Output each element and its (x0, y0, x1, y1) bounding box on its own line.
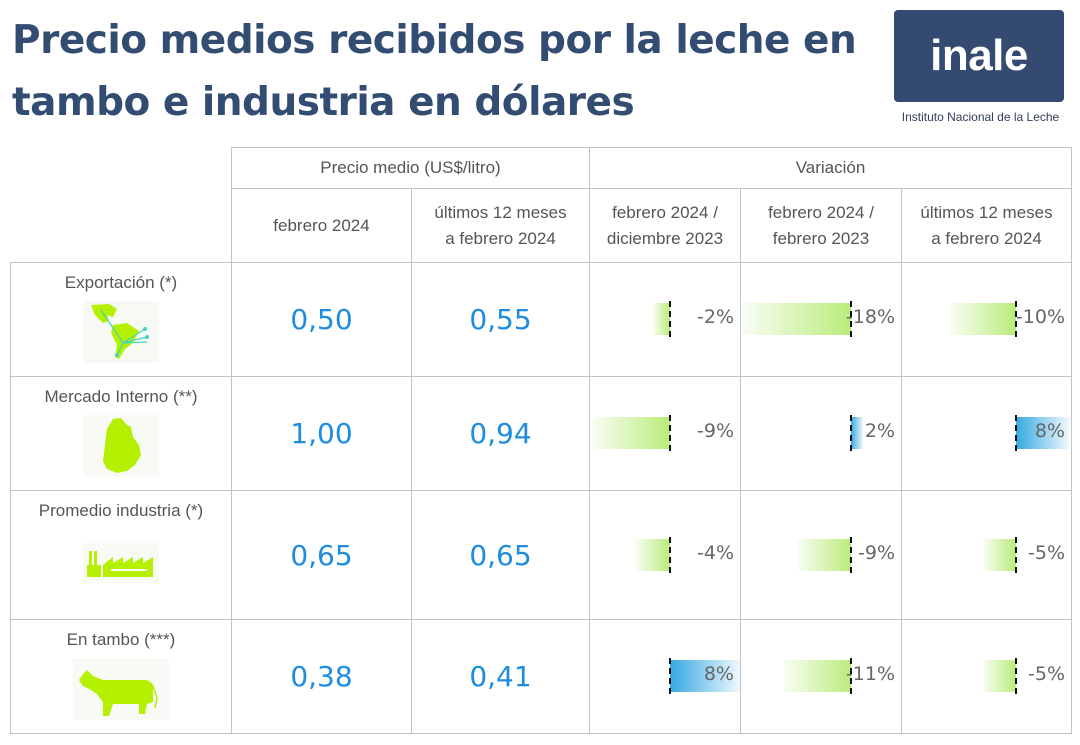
price-last-12-months: 0,55 (411, 262, 590, 377)
column-header: febrero 2024 (231, 188, 412, 263)
column-header: últimos 12 meses a febrero 2024 (901, 188, 1072, 263)
group-header-precio: Precio medio (US$/litro) (231, 147, 590, 189)
uruguay-map-icon (11, 415, 231, 477)
variation-label: 2% (864, 420, 895, 442)
variation-label: 8% (1034, 420, 1065, 442)
negative-variation-bar (742, 303, 851, 335)
negative-variation-bar (652, 303, 670, 335)
zero-axis-line (669, 415, 671, 451)
factory-icon (11, 543, 231, 583)
zero-axis-line (669, 301, 671, 337)
row-label: Promedio industria (*) (38, 501, 204, 520)
column-header-line1: febrero 2024 / (612, 202, 718, 222)
variation-label: -4% (697, 542, 734, 564)
zero-axis-line (1015, 415, 1017, 451)
americas-map-icon (11, 301, 231, 363)
price-feb-2024: 0,38 (231, 619, 412, 734)
column-header-line2: febrero 2023 (772, 228, 870, 248)
column-header: febrero 2024 / diciembre 2023 (589, 188, 741, 263)
row-label-cell: Promedio industria (*) (10, 490, 232, 620)
title-line-1: Precio medios recibidos por la leche en (12, 18, 857, 63)
variation-label: -11% (845, 663, 895, 685)
row-label-cell: Exportación (*) (10, 262, 232, 377)
column-header-line1: últimos 12 meses (434, 202, 567, 222)
price-feb-2024: 1,00 (231, 376, 412, 491)
price-last-12-months: 0,41 (411, 619, 590, 734)
column-header: últimos 12 meses a febrero 2024 (411, 188, 590, 263)
variation-label: -9% (858, 542, 895, 564)
column-header: febrero 2024 / febrero 2023 (740, 188, 902, 263)
page-title: Precio medios recibidos por la leche en … (12, 10, 882, 134)
variation-label: -10% (1015, 306, 1065, 328)
cow-icon (11, 658, 231, 720)
variation-cell (901, 619, 1072, 734)
price-last-12-months: 0,65 (411, 490, 590, 620)
positive-variation-bar (851, 417, 864, 449)
variation-label: -5% (1028, 663, 1065, 685)
zero-axis-line (1015, 301, 1017, 337)
zero-axis-line (850, 658, 852, 694)
variation-label: -5% (1028, 542, 1065, 564)
negative-variation-bar (591, 417, 670, 449)
column-header-line1: febrero 2024 (273, 215, 370, 235)
zero-axis-line (850, 415, 852, 451)
column-header-line2: diciembre 2023 (606, 228, 724, 248)
zero-axis-line (850, 301, 852, 337)
negative-variation-bar (635, 539, 670, 571)
row-label-cell: En tambo (***) (10, 619, 232, 734)
price-last-12-months: 0,94 (411, 376, 590, 491)
negative-variation-bar (983, 539, 1016, 571)
negative-variation-bar (796, 539, 851, 571)
zero-axis-line (669, 658, 671, 694)
variation-label: -9% (697, 420, 734, 442)
zero-axis-line (1015, 658, 1017, 694)
column-header-line2: a febrero 2024 (931, 228, 1042, 248)
row-label: Exportación (*) (64, 273, 178, 292)
positive-variation-bar (1016, 417, 1069, 449)
negative-variation-bar (950, 303, 1016, 335)
negative-variation-bar (983, 660, 1016, 692)
variation-label: -18% (845, 306, 895, 328)
price-feb-2024: 0,50 (231, 262, 412, 377)
zero-axis-line (1015, 537, 1017, 573)
column-header-line1: febrero 2024 / (768, 202, 874, 222)
column-header-line1: últimos 12 meses (920, 202, 1053, 222)
inale-logo: inale (894, 10, 1064, 102)
group-header-variacion: Variación (589, 147, 1072, 189)
price-feb-2024: 0,65 (231, 490, 412, 620)
zero-axis-line (850, 537, 852, 573)
column-header-line2: a febrero 2024 (445, 228, 556, 248)
zero-axis-line (669, 537, 671, 573)
title-line-2: tambo e industria en dólares (12, 80, 635, 125)
logo-subtitle: Instituto Nacional de la Leche (901, 110, 1060, 124)
variation-label: 8% (703, 663, 734, 685)
variation-label: -2% (697, 306, 734, 328)
row-label-cell: Mercado Interno (**) (10, 376, 232, 491)
logo-text: inale (930, 31, 1028, 80)
row-label: Mercado Interno (**) (44, 387, 198, 406)
negative-variation-bar (784, 660, 851, 692)
positive-variation-bar (670, 660, 740, 692)
row-label: En tambo (***) (66, 630, 176, 649)
